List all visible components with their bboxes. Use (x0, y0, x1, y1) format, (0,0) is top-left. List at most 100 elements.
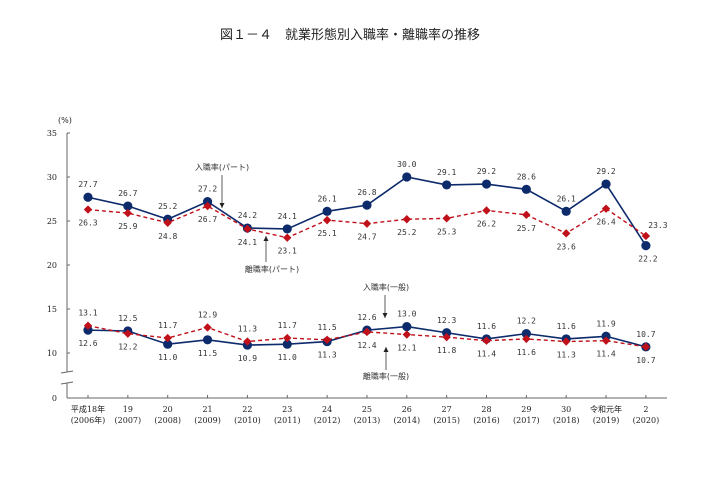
data-point-circle (282, 224, 292, 234)
x-tick-label-year: (2020) (633, 416, 660, 425)
series-3 (83, 321, 651, 352)
data-point-circle (202, 335, 213, 345)
data-point-circle (481, 179, 492, 189)
series-layer (83, 172, 651, 352)
data-label: 27.7 (78, 180, 97, 189)
data-point-diamond (123, 208, 133, 218)
x-tick-label: 25 (362, 405, 372, 414)
x-tick-label-year: (2017) (513, 416, 540, 425)
y-axis-unit-label: (%) (58, 116, 72, 125)
data-point-diamond (482, 336, 491, 345)
x-tick-label: 24 (322, 405, 332, 414)
annotation-label: 入職率(一般) (363, 282, 409, 292)
data-label: 12.4 (357, 341, 376, 350)
data-point-diamond (283, 233, 292, 242)
data-point-circle (282, 339, 292, 349)
data-label: 26.7 (118, 189, 137, 198)
x-tick-label: 29 (521, 405, 531, 414)
data-point-diamond (601, 336, 611, 345)
data-label: 29.1 (437, 168, 456, 177)
data-labels: 27.7 26.7 25.2 27.2 24.2 24.1 26.1 26.8 30.0 29.1… (78, 160, 667, 365)
series-line (87, 325, 647, 348)
data-label: 11.7 (158, 321, 177, 330)
data-point-circle (521, 329, 531, 339)
y-tick-label: 15 (47, 305, 57, 314)
data-label: 11.9 (596, 319, 615, 328)
data-label: 24.8 (158, 232, 177, 241)
series-0 (83, 172, 651, 251)
data-label: 11.8 (437, 346, 456, 355)
data-label: 10.9 (238, 354, 257, 363)
x-tick-label-year: (2018) (553, 416, 580, 425)
data-label: 27.2 (198, 185, 217, 194)
x-tick-label: 28 (481, 405, 491, 414)
x-tick-label-year: (2010) (234, 416, 261, 425)
data-point-diamond (123, 329, 133, 338)
data-point-circle (83, 192, 93, 202)
data-label: 12.9 (198, 310, 217, 319)
data-label: 12.6 (357, 313, 376, 322)
data-point-diamond (203, 323, 212, 332)
x-tick-label-year: (2019) (593, 416, 620, 425)
data-point-circle (83, 325, 93, 335)
data-label: 11.5 (317, 323, 336, 332)
x-tick-label-year: (2008) (154, 416, 181, 425)
arrow-up-icon (263, 236, 269, 241)
data-point-diamond (641, 231, 651, 241)
data-label: 12.2 (517, 317, 536, 326)
data-label: 11.5 (198, 349, 217, 358)
x-tick-label: 2 (643, 405, 648, 414)
data-label: 12.3 (437, 316, 456, 325)
arrow-up-icon (383, 347, 389, 352)
data-label: 29.2 (596, 167, 615, 176)
data-point-diamond (522, 334, 531, 344)
data-label: 25.1 (317, 229, 336, 238)
data-point-circle (322, 206, 332, 216)
data-point-circle (362, 200, 372, 210)
data-label: 11.4 (596, 350, 615, 359)
x-tick-label-year: (2013) (354, 416, 381, 425)
data-label: 26.3 (78, 219, 97, 228)
data-point-circle (202, 197, 213, 207)
data-point-circle (402, 172, 412, 182)
data-point-diamond (601, 204, 611, 213)
data-label: 13.1 (78, 309, 97, 318)
data-label: 24.2 (238, 211, 257, 220)
data-label: 11.7 (278, 321, 297, 330)
data-label: 22.2 (638, 255, 657, 264)
data-point-circle (601, 331, 611, 341)
x-tick-label: 令和元年 (590, 404, 622, 414)
data-point-diamond (362, 219, 372, 228)
data-point-diamond (322, 335, 332, 344)
data-label: 23.1 (278, 247, 297, 256)
data-label: 12.2 (118, 343, 137, 352)
data-point-diamond (362, 327, 372, 337)
data-point-diamond (243, 224, 252, 234)
data-label: 28.6 (517, 172, 536, 181)
arrow-down-icon (382, 313, 388, 318)
data-label: 11.3 (317, 351, 336, 360)
y-tick-label: 25 (47, 217, 57, 226)
data-point-circle (163, 339, 173, 349)
data-point-diamond (322, 215, 332, 225)
data-point-diamond (283, 333, 292, 343)
x-tick-label: 27 (442, 405, 452, 414)
axes: 0 10 15 20 25 30 35 平成18年(2006年) 19 (2007) 20 (2008… (47, 129, 667, 425)
data-label: 25.7 (517, 224, 536, 233)
x-tick-label: 平成18年 (71, 404, 105, 414)
data-label: 11.6 (477, 322, 496, 331)
y-tick-label: 10 (47, 349, 57, 358)
data-point-diamond (83, 205, 93, 214)
x-tick-label-year: (2014) (393, 416, 420, 425)
data-label: 26.8 (357, 188, 376, 197)
data-point-circle (442, 180, 452, 190)
data-point-circle (442, 328, 452, 338)
data-label: 24.7 (357, 233, 376, 242)
data-label: 23.3 (648, 221, 667, 230)
chart-title: 図１－４ 就業形態別入職率・離職率の推移 (220, 27, 480, 43)
data-label: 12.1 (397, 344, 416, 353)
data-label: 11.6 (517, 348, 536, 357)
data-label: 24.1 (238, 238, 257, 247)
data-label: 25.9 (118, 222, 137, 231)
